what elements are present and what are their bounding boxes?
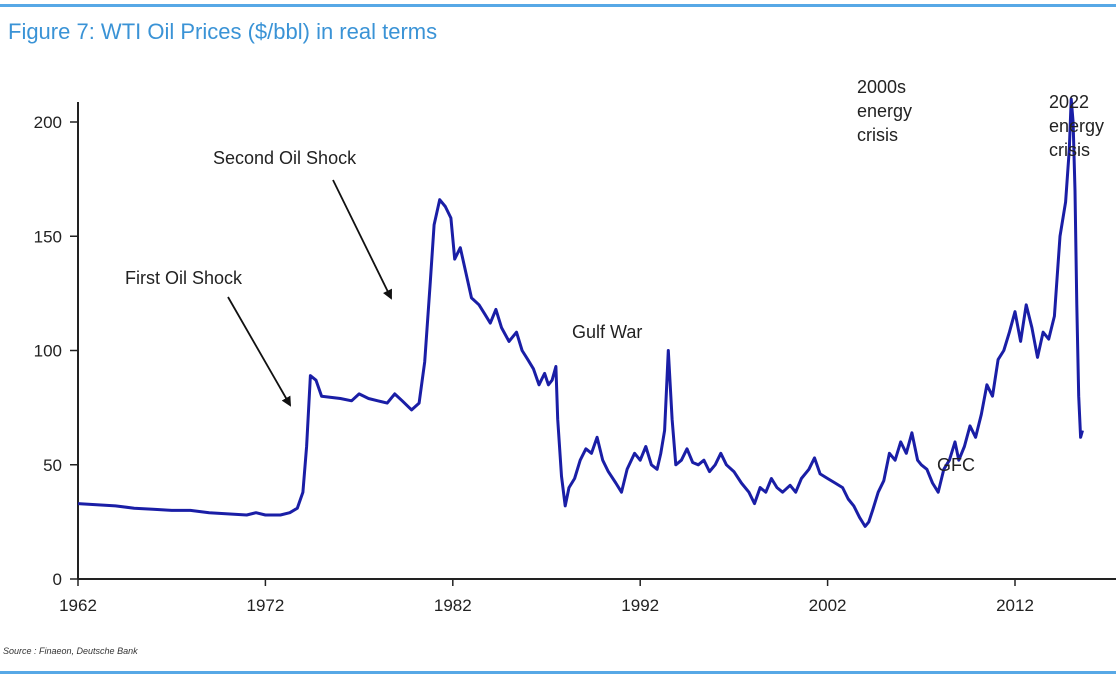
gfc-label: GFC [937,455,975,475]
y-tick-label: 200 [34,113,62,132]
x-tick-label: 2002 [809,596,847,615]
bottom-rule [0,671,1116,674]
figure-title: Figure 7: WTI Oil Prices ($/bbl) in real… [8,19,438,44]
source-note: Source : Finaeon, Deutsche Bank [3,646,138,656]
axes [77,102,1116,580]
first-oil-shock-label: First Oil Shock [125,268,243,288]
series-group [77,97,1084,528]
first-oil-shock-arrow [227,296,291,407]
y-ticks: 0 50 100 150 200 [34,113,78,589]
y-tick-label: 50 [43,456,62,475]
x-tick-label: 2012 [996,596,1034,615]
top-rule [0,4,1116,7]
x-ticks: 1962 1972 1982 1992 2002 2012 [59,579,1034,615]
second-oil-shock-arrow [332,179,392,300]
second-oil-shock-label: Second Oil Shock [213,148,357,168]
x-tick-label: 1992 [621,596,659,615]
x-tick-label: 1982 [434,596,472,615]
annotations: First Oil Shock Second Oil Shock Gulf War 2… [125,77,1104,475]
x-tick-label: 1972 [246,596,284,615]
x-tick-label: 1962 [59,596,97,615]
gulf-war-label: Gulf War [572,322,642,342]
energy-crisis-2022-label: 2022 energy crisis [1049,92,1104,160]
y-tick-label: 100 [34,342,62,361]
y-tick-label: 0 [53,570,62,589]
y-tick-label: 150 [34,227,62,246]
energy-crisis-2000s-label: 2000s energy crisis [857,77,912,145]
wti-price-line [77,97,1084,528]
